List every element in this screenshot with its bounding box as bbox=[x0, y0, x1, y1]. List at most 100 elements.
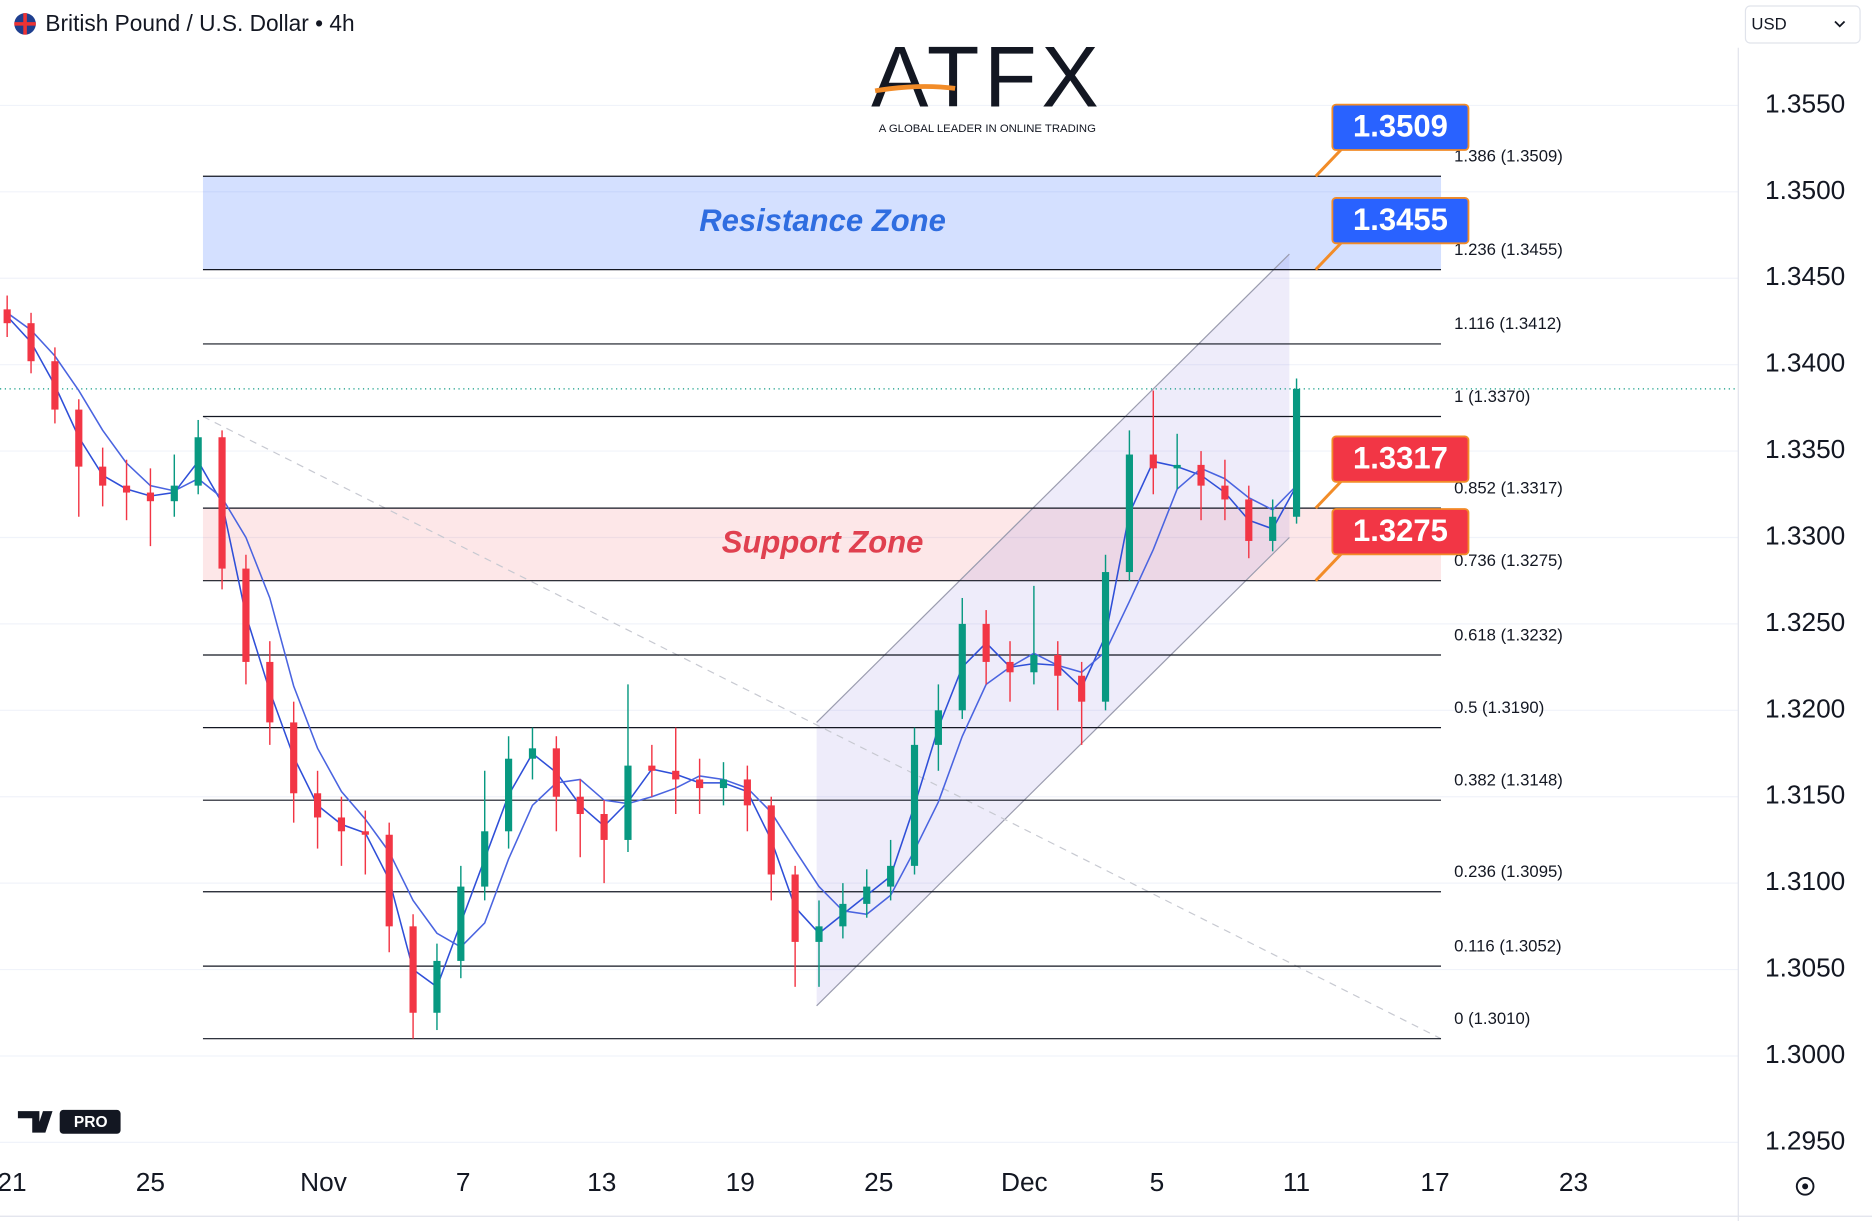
y-tick-label: 1.3350 bbox=[1765, 434, 1845, 464]
candle-body bbox=[1149, 454, 1157, 469]
candle-body bbox=[910, 744, 919, 866]
candle-body bbox=[576, 796, 584, 815]
channel-upper bbox=[816, 253, 1290, 723]
candle-body bbox=[791, 874, 799, 942]
y-tick-label: 1.3450 bbox=[1765, 261, 1845, 291]
candle-body bbox=[170, 485, 178, 502]
candle-body bbox=[242, 568, 250, 662]
x-tick-label: Nov bbox=[300, 1167, 348, 1197]
symbol-title[interactable]: British Pound / U.S. Dollar • 4h bbox=[45, 10, 354, 36]
callout-box bbox=[1331, 103, 1470, 151]
x-tick-label: 21 bbox=[0, 1167, 27, 1197]
candle-body bbox=[1197, 464, 1205, 486]
candle-body bbox=[409, 926, 417, 1013]
x-tick-label: 5 bbox=[1150, 1167, 1165, 1197]
settings-icon[interactable] bbox=[1795, 1177, 1815, 1196]
callout-box bbox=[1331, 508, 1470, 556]
x-tick-label: 7 bbox=[456, 1167, 471, 1197]
candle-body bbox=[1078, 675, 1086, 702]
candle-body bbox=[839, 903, 847, 927]
y-tick-label: 1.3400 bbox=[1765, 348, 1845, 378]
candle-body bbox=[1006, 661, 1014, 673]
y-tick-label: 1.3200 bbox=[1765, 693, 1845, 723]
x-tick-label: Dec bbox=[1001, 1167, 1048, 1197]
fib-label: 1.386 (1.3509) bbox=[1454, 147, 1563, 166]
candle-body bbox=[266, 661, 274, 723]
y-tick-label: 1.3550 bbox=[1765, 88, 1845, 118]
zone bbox=[202, 508, 1442, 581]
candle-body bbox=[958, 623, 966, 711]
fib-label: 0.852 (1.3317) bbox=[1454, 478, 1563, 497]
pro-text: PRO bbox=[74, 1114, 108, 1131]
callout-box bbox=[1331, 435, 1470, 483]
fib-label: 1.236 (1.3455) bbox=[1454, 240, 1563, 259]
channel-lower bbox=[816, 537, 1290, 1007]
y-tick-label: 1.3000 bbox=[1765, 1039, 1845, 1069]
y-tick-label: 1.3300 bbox=[1765, 520, 1845, 550]
candle-body bbox=[528, 748, 537, 759]
x-tick-label: 13 bbox=[587, 1167, 616, 1197]
candle-body bbox=[290, 722, 298, 794]
candle-body bbox=[982, 623, 990, 662]
x-tick-label: 19 bbox=[726, 1167, 755, 1197]
candle-body bbox=[27, 323, 35, 362]
candle-body bbox=[1173, 464, 1181, 469]
candle-body bbox=[51, 361, 59, 410]
candle-body bbox=[1054, 655, 1062, 676]
candle-body bbox=[1245, 499, 1253, 541]
candle-body bbox=[146, 492, 155, 502]
candle-body bbox=[863, 886, 871, 904]
candle-body bbox=[624, 765, 632, 840]
fib-label: 1.116 (1.3412) bbox=[1454, 314, 1561, 333]
callout-pointer bbox=[1314, 552, 1343, 582]
candle-body bbox=[1292, 388, 1301, 517]
dropdown-arrow bbox=[1834, 20, 1846, 28]
candle-body bbox=[385, 834, 393, 927]
zone-label: Support Zone bbox=[722, 525, 924, 560]
brand-logo: ATFX bbox=[871, 29, 1103, 125]
callout-pointer bbox=[1314, 147, 1343, 178]
callout-label: 1.3275 bbox=[1353, 513, 1448, 548]
currency-label[interactable]: USD bbox=[1751, 15, 1786, 34]
candle-body bbox=[672, 770, 680, 780]
candle-body bbox=[934, 710, 942, 745]
fib-label: 0.236 (1.3095) bbox=[1454, 862, 1563, 881]
candle-body bbox=[743, 779, 751, 806]
channel-fill bbox=[816, 254, 1290, 1006]
candle-body bbox=[361, 831, 369, 835]
x-tick-label: 23 bbox=[1559, 1167, 1588, 1197]
candle-body bbox=[337, 817, 346, 832]
candle-body bbox=[218, 437, 226, 569]
x-tick-label: 17 bbox=[1420, 1167, 1449, 1197]
fib-label: 0.618 (1.3232) bbox=[1454, 625, 1563, 644]
candle-body bbox=[433, 960, 441, 1013]
zone bbox=[202, 176, 1442, 270]
candle-body bbox=[887, 865, 895, 887]
candle-body bbox=[3, 309, 11, 324]
y-tick-label: 1.3100 bbox=[1765, 866, 1845, 896]
callout-label: 1.3509 bbox=[1353, 109, 1448, 144]
y-tick-label: 1.3250 bbox=[1765, 607, 1845, 637]
callout-pointer bbox=[1314, 241, 1343, 271]
tv-logo bbox=[17, 1111, 53, 1133]
candle-body bbox=[696, 779, 704, 789]
candle-body bbox=[505, 758, 513, 832]
currency-select[interactable] bbox=[1744, 5, 1861, 44]
candle-body bbox=[1221, 485, 1229, 500]
fib-label: 0.382 (1.3148) bbox=[1454, 770, 1563, 789]
candle-body bbox=[313, 793, 322, 818]
candle-body bbox=[719, 779, 728, 789]
candle-body bbox=[648, 765, 656, 771]
callout-label: 1.3455 bbox=[1353, 202, 1448, 237]
callout-label: 1.3317 bbox=[1353, 441, 1448, 476]
y-tick-label: 1.2950 bbox=[1765, 1125, 1845, 1155]
candle-body bbox=[815, 926, 823, 942]
callout-pointer bbox=[1314, 479, 1343, 510]
x-tick-label: 11 bbox=[1283, 1167, 1310, 1197]
candle-body bbox=[1269, 516, 1277, 541]
candle-body bbox=[600, 814, 608, 840]
